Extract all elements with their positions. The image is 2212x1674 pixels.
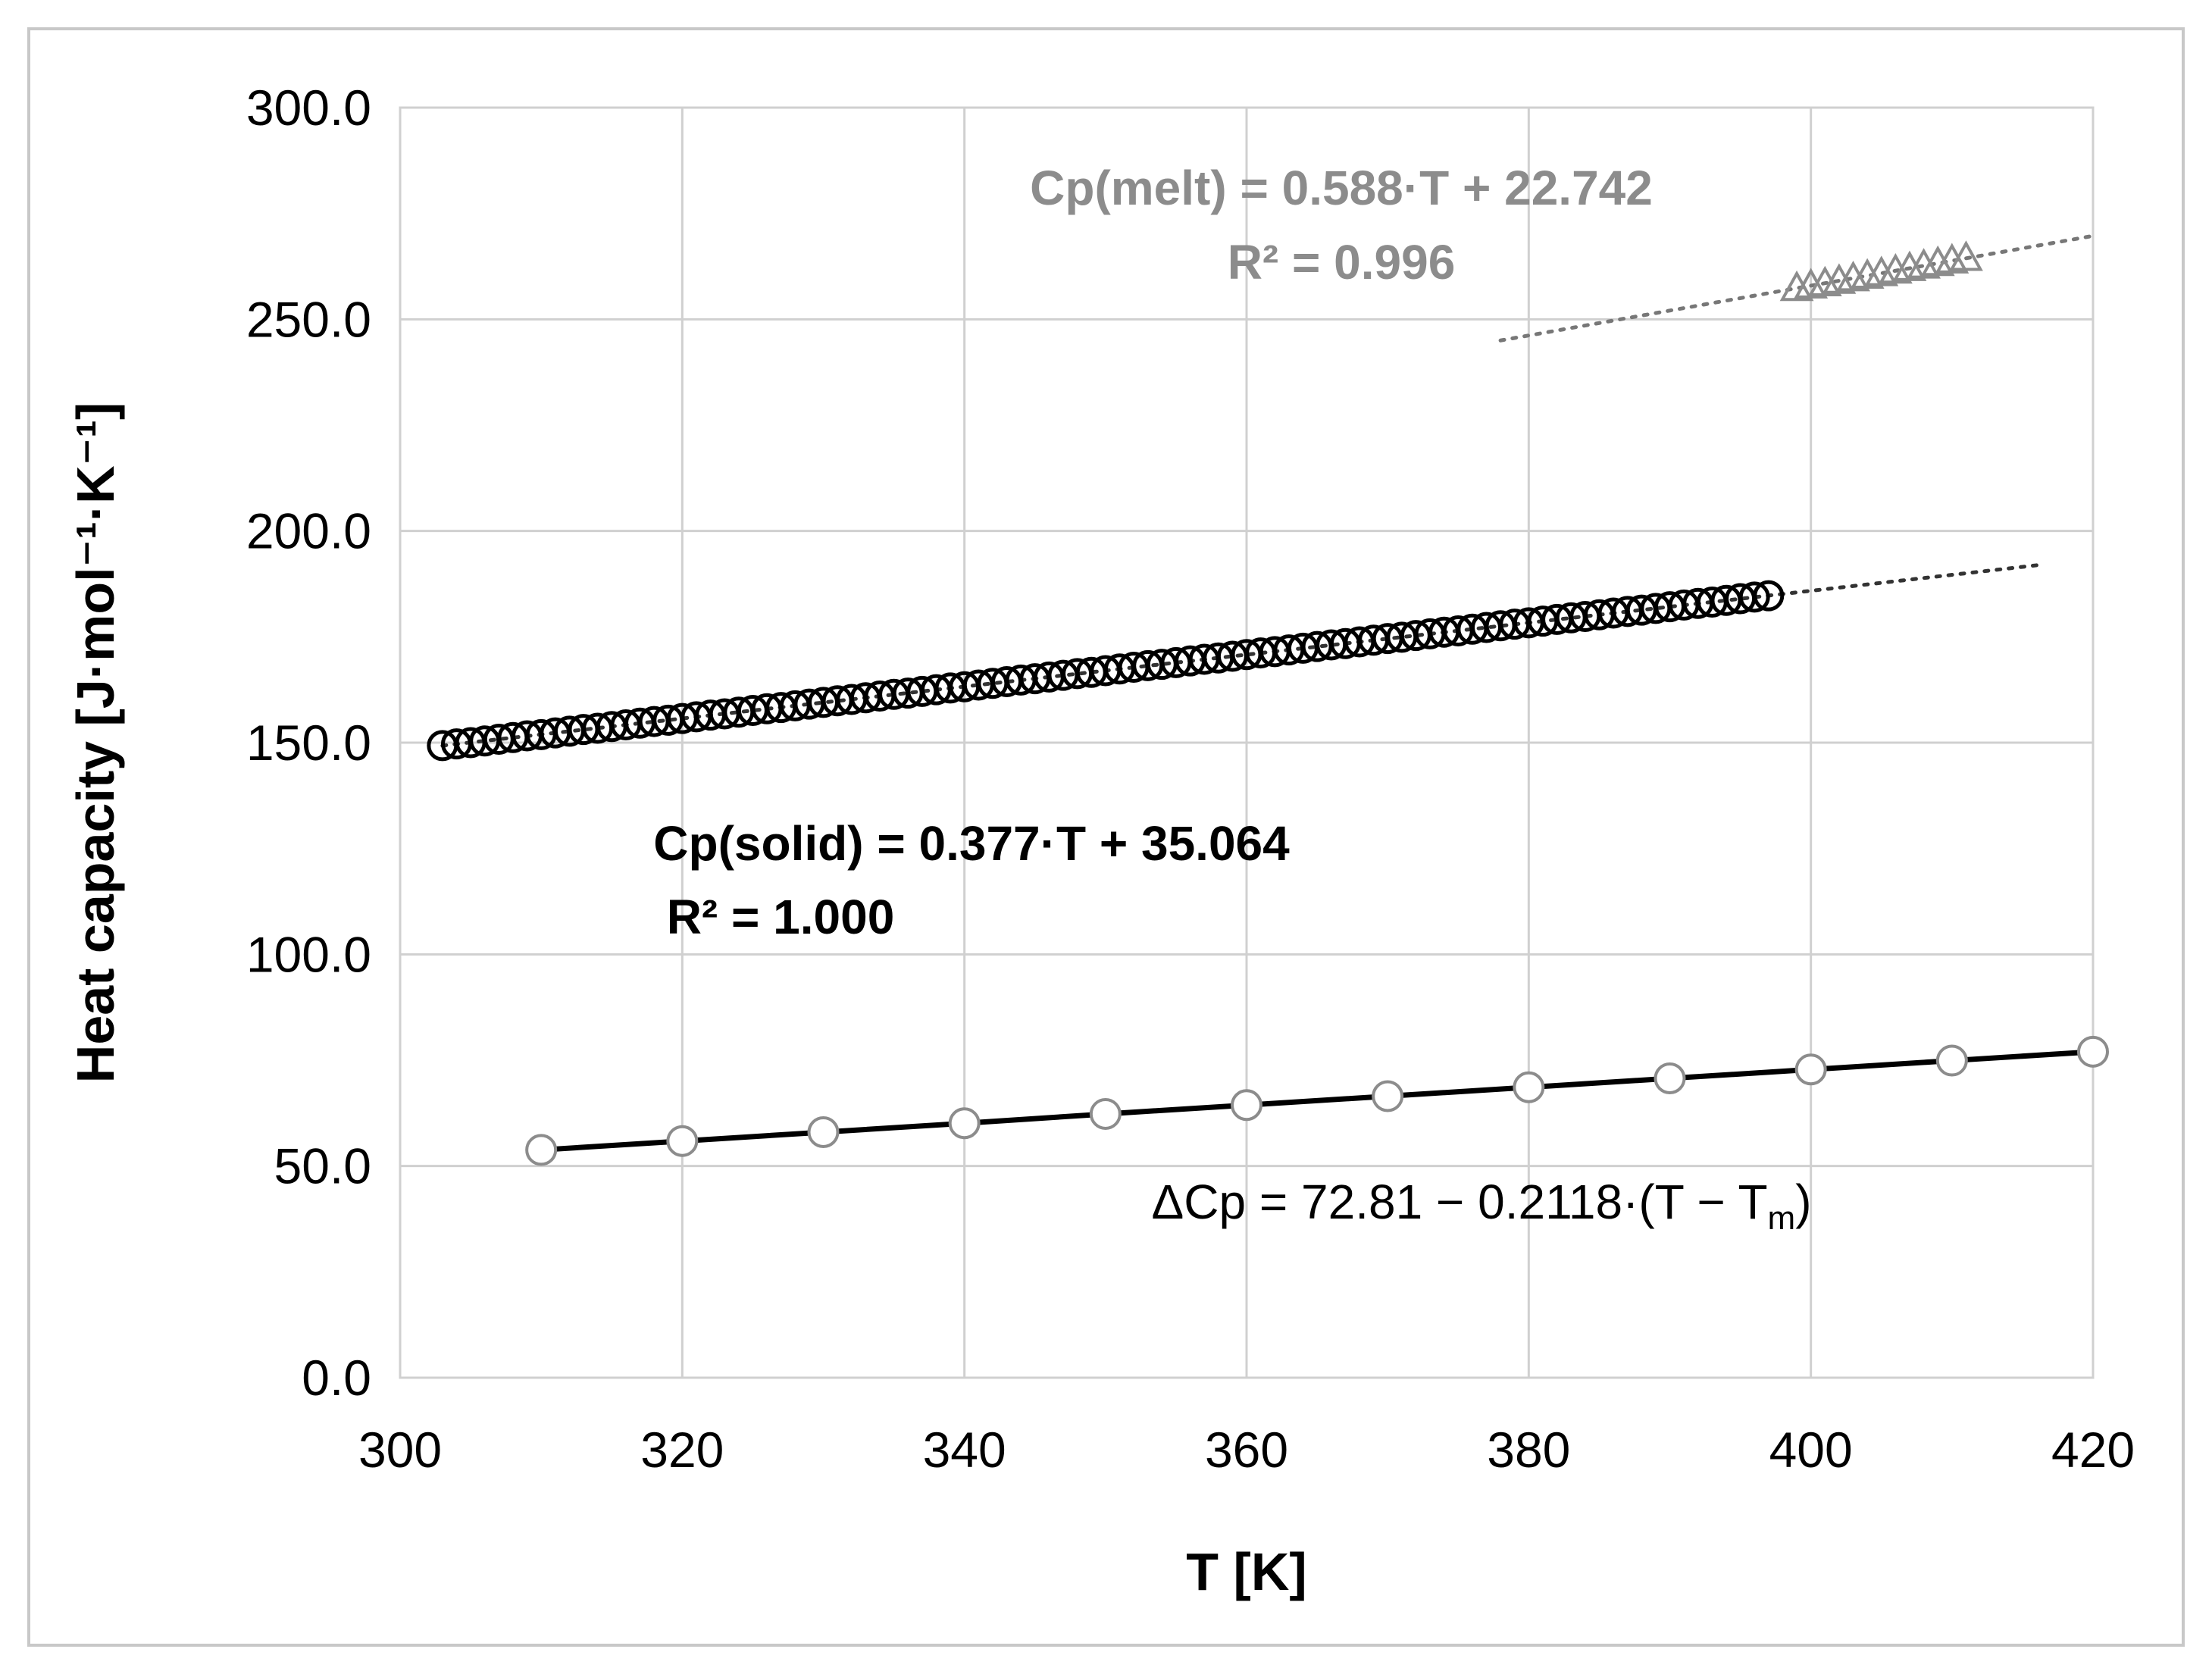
y-tick-label: 150.0 <box>246 715 371 771</box>
solid-trendline-r2: R² = 1.000 <box>667 890 895 944</box>
y-tick-label: 200.0 <box>246 503 371 559</box>
melt-trendline-equation: Cp(melt) = 0.588·T + 22.742 <box>1030 161 1653 215</box>
x-tick-label: 400 <box>1769 1422 1853 1478</box>
y-tick-label: 100.0 <box>246 926 371 982</box>
solid-point <box>1753 580 1785 612</box>
delta-cp-line <box>540 1049 2094 1153</box>
x-axis-ticks: 300 320 340 360 380 400 420 <box>358 1422 2135 1478</box>
delta-cp-point <box>666 1125 699 1157</box>
delta-cp-point <box>1935 1044 1968 1077</box>
y-axis-ticks: 0.0 50.0 100.0 150.0 200.0 250.0 300.0 <box>246 80 371 1406</box>
delta-cp-point <box>1372 1080 1404 1112</box>
melt-trendline-r2: R² = 0.996 <box>1228 235 1456 289</box>
x-tick-label: 380 <box>1487 1422 1570 1478</box>
x-tick-label: 420 <box>2051 1422 2135 1478</box>
y-tick-label: 50.0 <box>274 1138 371 1194</box>
solid-point <box>1738 581 1770 613</box>
melt-point <box>1949 240 1983 271</box>
x-tick-label: 360 <box>1205 1422 1288 1478</box>
y-tick-label: 300.0 <box>246 80 371 136</box>
solid-trendline-equation: Cp(solid) = 0.377·T + 35.064 <box>653 816 1290 871</box>
delta-cp-point <box>807 1115 840 1148</box>
delta-cp-point <box>1654 1062 1686 1095</box>
x-tick-label: 300 <box>358 1422 442 1478</box>
delta-cp-equation: ΔCp = 72.81 − 0.2118·(T − Tm) <box>1152 1175 1812 1237</box>
y-tick-label: 0.0 <box>302 1350 371 1406</box>
x-axis-title: T [K] <box>1186 1542 1306 1601</box>
delta-cp-equation-end: ) <box>1795 1175 1811 1229</box>
delta-cp-point <box>1794 1053 1827 1086</box>
delta-cp-point <box>525 1134 558 1166</box>
x-tick-label: 320 <box>640 1422 724 1478</box>
y-tick-label: 250.0 <box>246 291 371 347</box>
plot-area-border <box>399 106 2095 1379</box>
delta-cp-equation-subscript: m <box>1768 1200 1796 1237</box>
series-layer <box>427 233 2109 1166</box>
delta-cp-equation-main: ΔCp = 72.81 − 0.2118·(T − T <box>1152 1175 1768 1229</box>
melt-trendline <box>1498 233 2095 343</box>
y-axis-title: Heat capacity [J·mol⁻¹·K⁻¹] <box>66 402 125 1083</box>
delta-cp-point <box>1231 1089 1262 1122</box>
delta-cp-point <box>1089 1097 1122 1130</box>
delta-cp-point <box>1513 1071 1545 1103</box>
x-tick-label: 340 <box>923 1422 1006 1478</box>
delta-cp-point <box>2077 1035 2109 1068</box>
delta-cp-point <box>948 1107 981 1140</box>
